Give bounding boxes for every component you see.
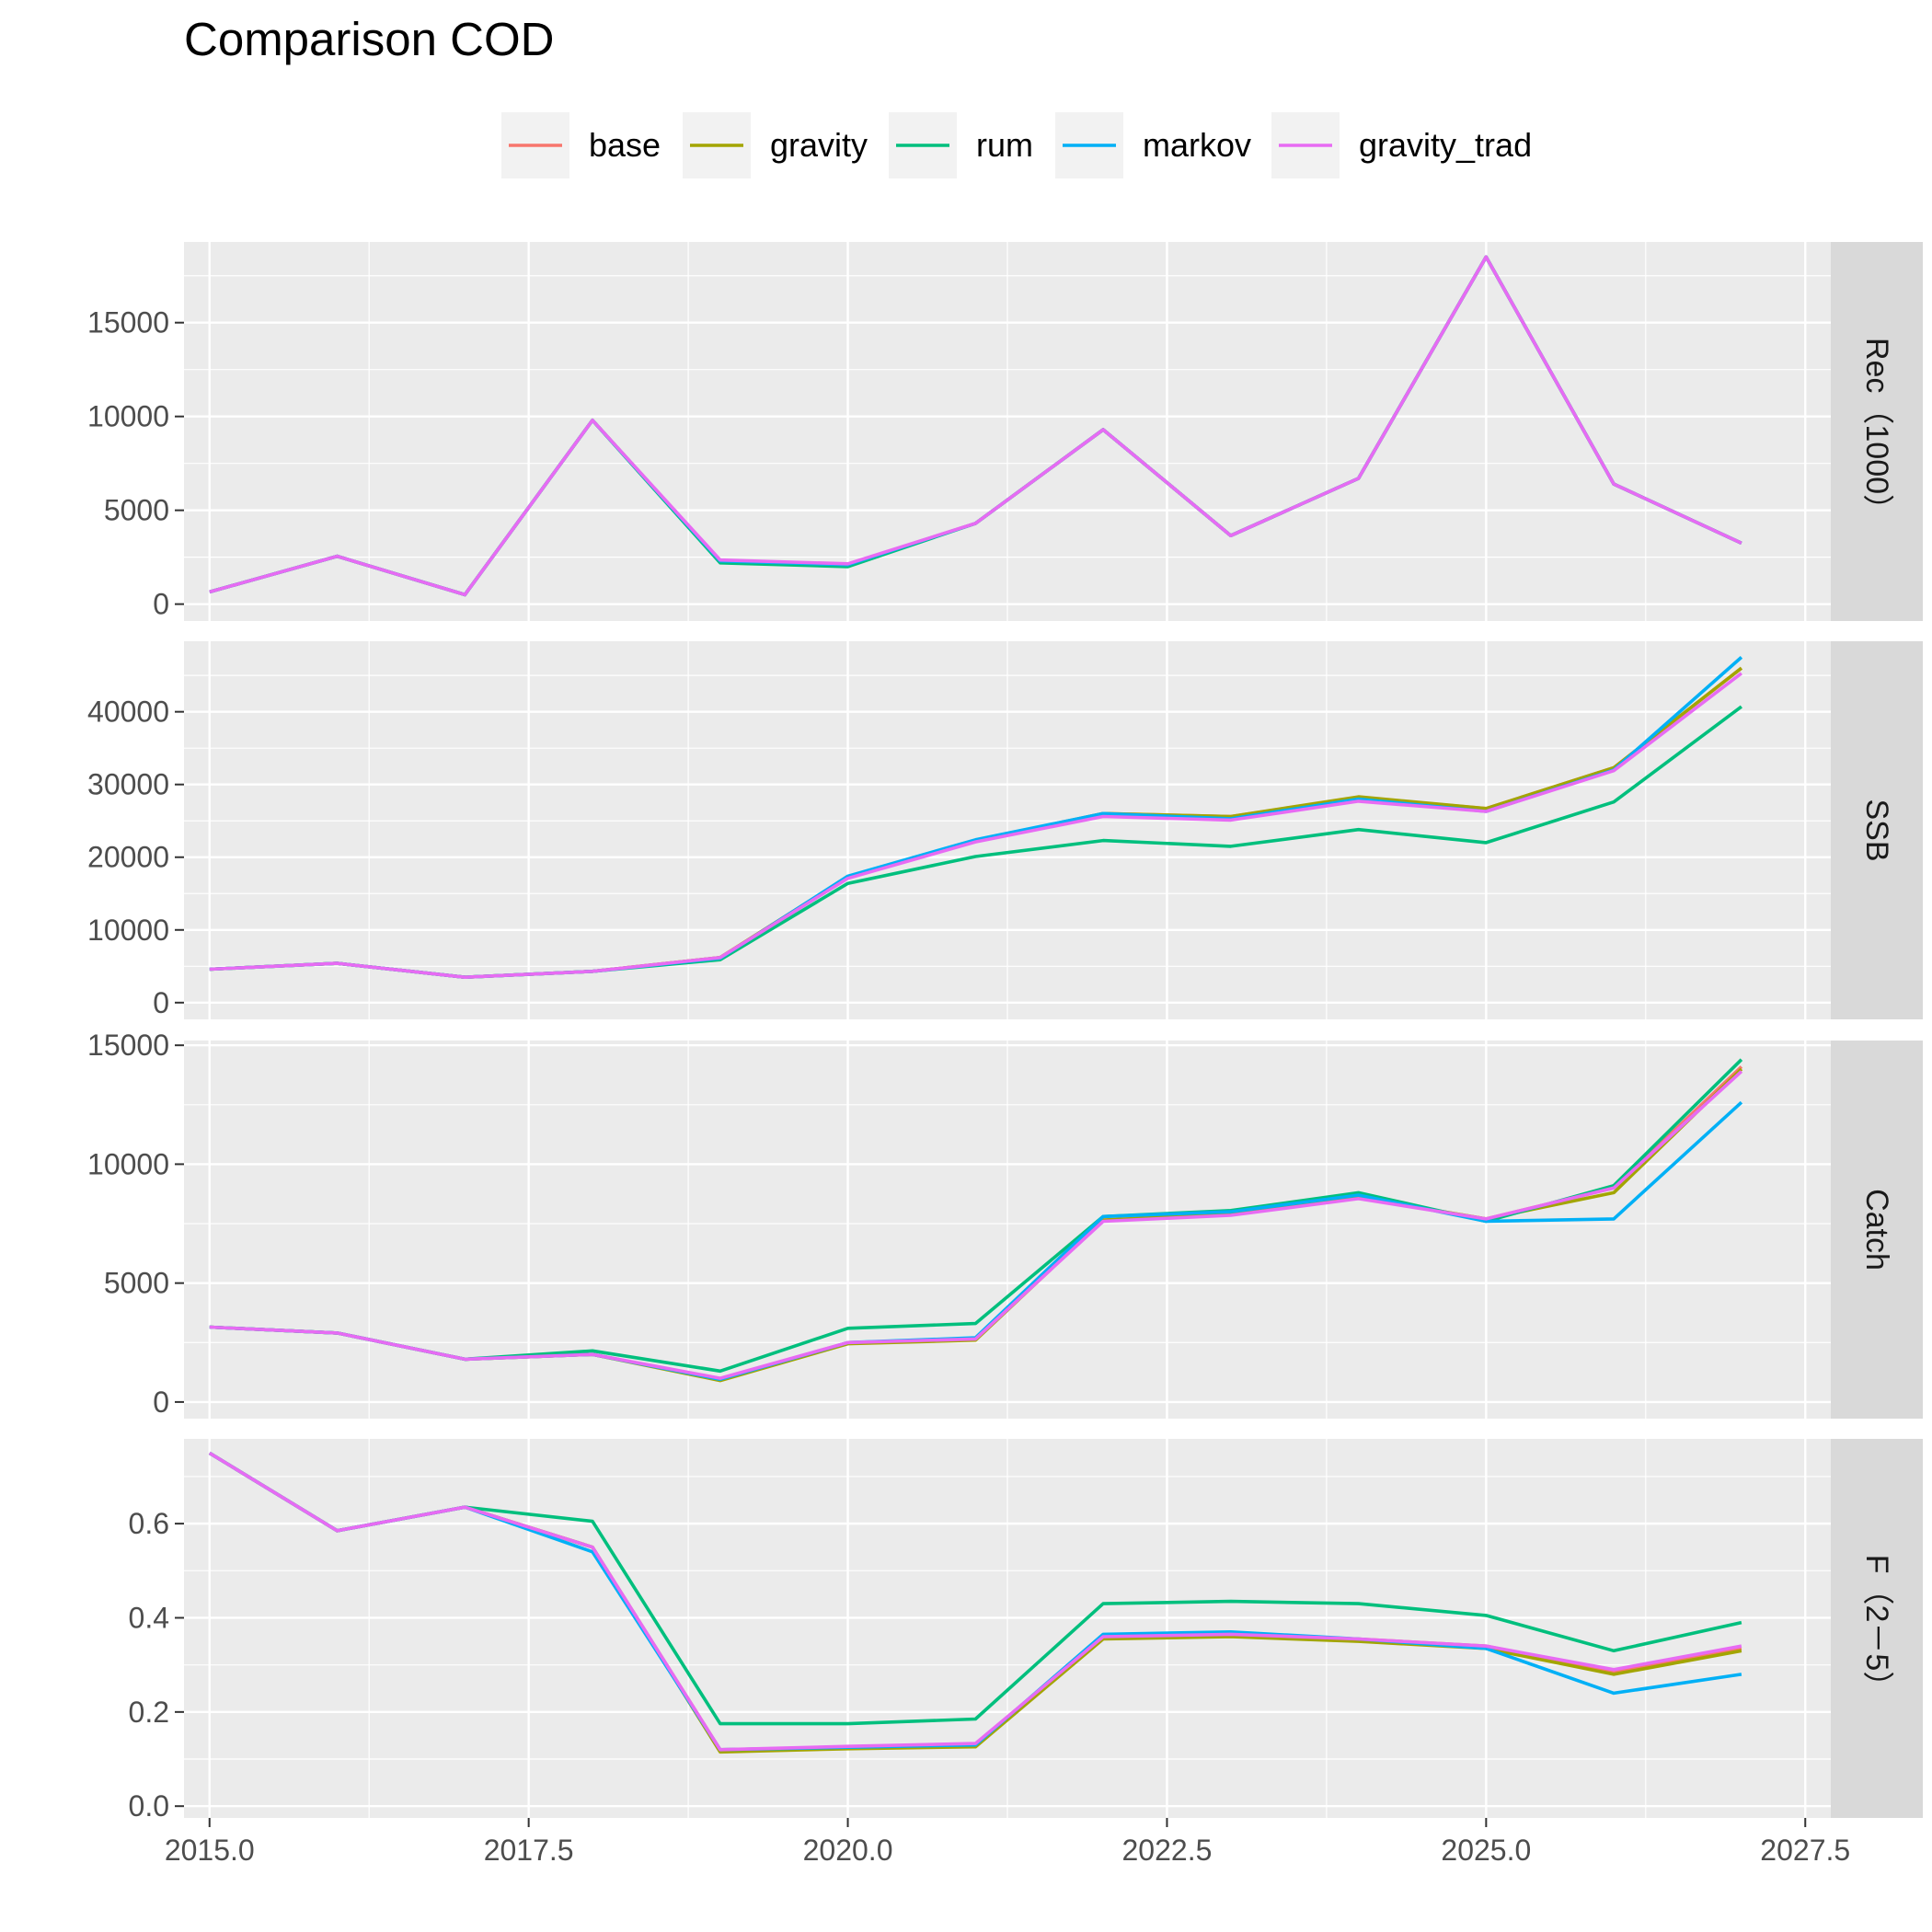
strip-background: [1831, 641, 1923, 1019]
legend: base gravity rum markov gravity_trad: [501, 112, 1532, 178]
legend-item-base: base: [501, 112, 661, 178]
legend-label: gravity: [770, 126, 868, 164]
x-tick-label: 2022.5: [1122, 1834, 1213, 1867]
x-tick-label: 2027.5: [1760, 1834, 1850, 1867]
x-tick-label: 2017.5: [484, 1834, 574, 1867]
series-line-gravity_trad: [209, 255, 1742, 597]
y-tick-label: 10000: [87, 1147, 169, 1180]
x-tick-label: 2020.0: [803, 1834, 893, 1867]
strip-background: [1831, 1439, 1923, 1818]
panel-2: 0 5000 10000 15000 Catch: [87, 1029, 1923, 1419]
strip-label: SSB: [1859, 799, 1894, 861]
legend-label: markov: [1143, 126, 1251, 164]
y-tick-label: 0.4: [129, 1601, 169, 1634]
y-tick-label: 0.2: [129, 1696, 169, 1729]
legend-label: gravity_trad: [1359, 126, 1532, 164]
x-tick-label: 2025.0: [1441, 1834, 1531, 1867]
series-line-gravity_trad: [208, 1451, 1742, 1752]
strip-label: F（2－5）: [1859, 1555, 1894, 1703]
legend-item-gravity_trad: gravity_trad: [1271, 112, 1532, 178]
strip-background: [1831, 242, 1923, 621]
x-tick-label: 2015.0: [165, 1834, 255, 1867]
panel-3: 0.0 0.2 0.4 0.6 F（2－5）: [129, 1439, 1923, 1823]
y-tick-label: 20000: [87, 841, 169, 874]
y-tick-label: 0: [153, 1386, 169, 1419]
y-tick-label: 10000: [87, 914, 169, 947]
strip-background: [1831, 1041, 1923, 1419]
series-line-gravity_trad: [209, 1070, 1743, 1380]
legend-item-gravity: gravity: [683, 112, 868, 178]
y-tick-label: 5000: [104, 494, 169, 527]
legend-label: rum: [976, 126, 1033, 164]
y-tick-label: 0.0: [129, 1789, 169, 1823]
panel-1: 0 10000 20000 30000 40000 SSB: [87, 641, 1923, 1019]
chart-title: Comparison COD: [184, 13, 554, 65]
strip-label: Catch: [1859, 1189, 1894, 1271]
legend-item-markov: markov: [1055, 112, 1251, 178]
panels: 0 5000 10000 15000 Rec（1000） 0 10000 20000 30000…: [87, 242, 1923, 1823]
legend-item-rum: rum: [889, 112, 1033, 178]
y-tick-label: 0.6: [129, 1507, 169, 1540]
y-tick-label: 0: [153, 986, 169, 1019]
series-line-gravity_trad: [209, 672, 1742, 979]
y-tick-label: 15000: [87, 306, 169, 339]
panel-0: 0 5000 10000 15000 Rec（1000）: [87, 242, 1923, 621]
y-tick-label: 40000: [87, 696, 169, 729]
y-tick-label: 5000: [104, 1267, 169, 1300]
y-tick-label: 10000: [87, 400, 169, 433]
y-tick-label: 30000: [87, 768, 169, 801]
y-tick-label: 15000: [87, 1029, 169, 1062]
legend-label: base: [589, 126, 661, 164]
strip-label: Rec（1000）: [1859, 338, 1894, 525]
y-tick-label: 0: [153, 588, 169, 621]
x-axis: 2015.0 2017.5 2020.0 2022.5 2025.0 2027.5: [165, 1818, 1850, 1867]
